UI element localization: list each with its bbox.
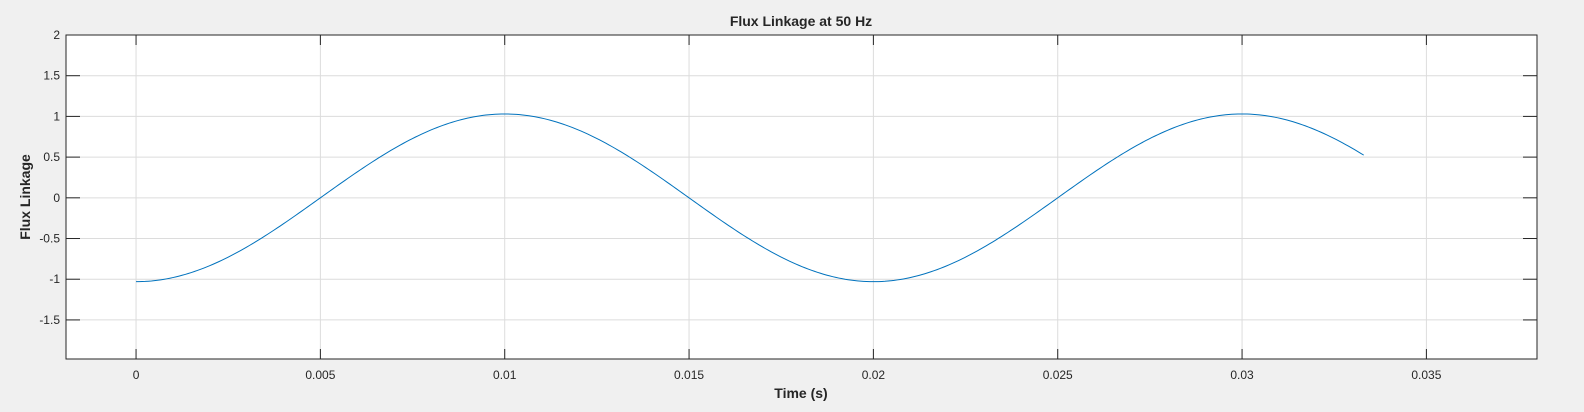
x-tick-label: 0.035 [1411, 368, 1441, 382]
y-tick-label: -0.5 [39, 232, 60, 246]
y-tick-label: 1.5 [43, 69, 60, 83]
y-tick-label: 1 [53, 109, 60, 123]
x-tick-label: 0.025 [1043, 368, 1073, 382]
y-tick-label: -1.5 [39, 313, 60, 327]
grid-lines [66, 34, 1537, 359]
x-axis-label: Time (s) [774, 385, 827, 401]
series-layer [136, 113, 1364, 283]
y-tick-label: 0 [53, 191, 60, 205]
x-tick-label: 0.02 [862, 368, 886, 382]
chart-title: Flux Linkage at 50 Hz [730, 13, 872, 29]
y-tick-label: -1 [49, 272, 60, 286]
y-tick-labels: -1.5 -1 -0.5 0 0.5 1 1.5 2 [39, 28, 60, 327]
flux-linkage-line [136, 113, 1364, 283]
y-tick-label: 2 [53, 28, 60, 42]
x-tick-label: 0.01 [493, 368, 517, 382]
plot-area-border [65, 34, 1538, 360]
x-tick-label: 0.005 [305, 368, 335, 382]
x-tick-label: 0 [133, 368, 140, 382]
plot-area-background [66, 35, 1537, 359]
x-tick-label: 0.015 [674, 368, 704, 382]
x-tick-labels: 0 0.005 0.01 0.015 0.02 0.025 0.03 0.035 [133, 368, 1442, 382]
x-tick-label: 0.03 [1230, 368, 1254, 382]
y-tick-label: 0.5 [43, 150, 60, 164]
y-axis-label: Flux Linkage [17, 154, 33, 240]
